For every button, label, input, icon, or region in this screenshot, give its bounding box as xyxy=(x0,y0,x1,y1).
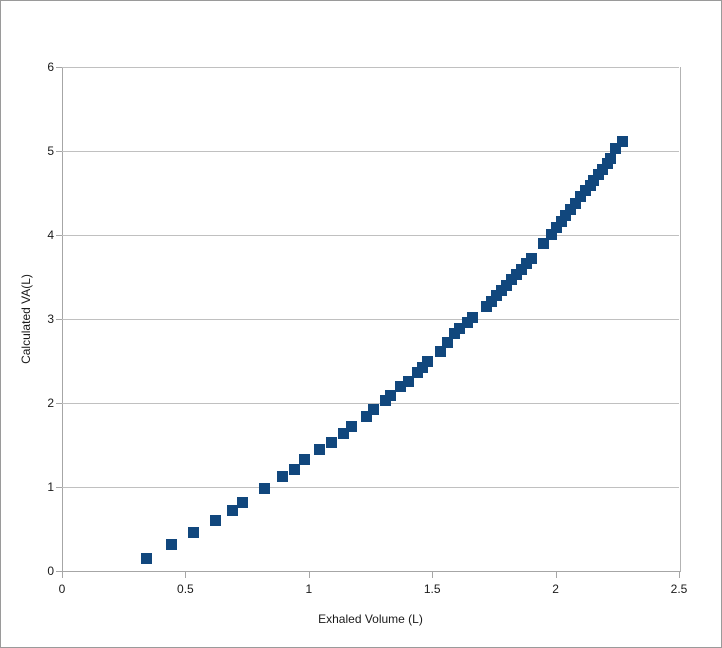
data-point-marker xyxy=(442,336,453,348)
data-point-marker xyxy=(345,420,357,432)
data-point-marker xyxy=(338,428,350,440)
x-axis-tick xyxy=(679,572,680,578)
data-point-marker xyxy=(609,143,621,155)
x-tick-label: 1 xyxy=(305,582,313,596)
y-tick-label: 3 xyxy=(47,312,54,326)
data-point-marker xyxy=(395,381,407,393)
data-point-marker xyxy=(313,444,325,456)
data-point-marker xyxy=(259,482,271,494)
data-point-marker xyxy=(516,263,528,275)
y-axis-tick xyxy=(56,67,62,68)
x-axis-tick xyxy=(555,572,557,578)
y-axis-tick xyxy=(56,319,62,320)
data-point-marker xyxy=(560,209,572,221)
data-point-marker xyxy=(491,290,503,302)
data-point-marker xyxy=(237,497,249,509)
data-point-marker xyxy=(276,471,288,483)
data-point-marker xyxy=(385,390,397,402)
data-point-marker xyxy=(140,553,152,565)
x-axis-tick xyxy=(62,572,63,578)
y-gridline xyxy=(62,67,679,68)
data-point-marker xyxy=(604,152,616,164)
data-point-marker xyxy=(580,185,592,197)
data-point-marker xyxy=(565,203,577,215)
x-tick-label: 0 xyxy=(58,582,66,596)
data-point-marker xyxy=(367,403,379,415)
y-tick-label: 4 xyxy=(47,228,54,242)
data-point-marker xyxy=(227,504,239,516)
data-point-marker xyxy=(550,221,562,233)
x-axis-title: Exhaled Volume (L) xyxy=(318,612,423,626)
data-point-marker xyxy=(525,252,537,264)
y-gridline xyxy=(62,403,679,404)
data-point-marker xyxy=(545,229,557,241)
data-point-marker xyxy=(298,454,310,466)
y-gridline xyxy=(62,487,679,488)
y-tick-label: 5 xyxy=(47,144,54,158)
data-point-marker xyxy=(288,463,300,475)
y-tick-label: 0 xyxy=(47,564,54,578)
y-gridline xyxy=(62,151,679,152)
data-point-marker xyxy=(575,191,587,203)
data-point-marker xyxy=(501,279,513,291)
x-axis-tick xyxy=(432,572,434,578)
y-axis-tick xyxy=(56,403,62,404)
y-axis-tick xyxy=(56,151,62,152)
y-axis-tick xyxy=(56,571,62,572)
data-point-marker xyxy=(555,215,567,227)
data-point-marker xyxy=(326,436,337,448)
x-tick-label: 2.5 xyxy=(670,582,688,596)
data-point-marker xyxy=(360,411,372,423)
y-tick-label: 2 xyxy=(47,396,54,410)
x-tick-label: 0.5 xyxy=(177,582,194,596)
data-point-marker xyxy=(570,198,582,210)
x-axis-tick xyxy=(308,572,310,578)
data-point-marker xyxy=(597,163,609,175)
data-point-marker xyxy=(454,323,466,335)
x-tick-label: 1.5 xyxy=(423,582,441,596)
data-point-marker xyxy=(402,376,414,388)
y-axis-tick xyxy=(56,487,62,488)
data-point-marker xyxy=(587,174,599,186)
data-point-marker xyxy=(422,356,434,367)
y-tick-label: 6 xyxy=(47,60,54,74)
data-point-marker xyxy=(617,135,629,147)
data-point-marker xyxy=(210,514,222,526)
y-gridline xyxy=(62,235,679,236)
y-gridline xyxy=(62,319,679,320)
x-tick-label: 2 xyxy=(552,582,559,596)
data-point-marker xyxy=(417,361,429,373)
data-point-marker xyxy=(538,238,550,250)
data-point-marker xyxy=(165,539,177,551)
data-point-marker xyxy=(466,312,478,324)
x-axis-tick xyxy=(185,572,187,578)
y-tick-label: 1 xyxy=(47,480,54,494)
y-axis-tick xyxy=(56,235,62,236)
data-point-marker xyxy=(434,345,446,357)
data-point-marker xyxy=(187,527,199,539)
